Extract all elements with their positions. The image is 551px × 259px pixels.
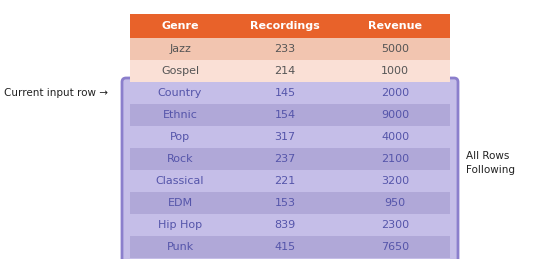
Bar [230,82,340,104]
Text: Following: Following [466,165,515,175]
Text: 237: 237 [274,154,296,164]
Bar [340,126,450,148]
Bar [340,14,450,38]
Text: Gospel: Gospel [161,66,199,76]
Bar [230,14,340,38]
Text: 2300: 2300 [381,220,409,230]
Bar [340,170,450,192]
Text: Rock: Rock [167,154,193,164]
Text: 9000: 9000 [381,110,409,120]
Text: 2100: 2100 [381,154,409,164]
Bar [130,82,230,104]
Bar [130,148,230,170]
Text: 153: 153 [274,198,295,208]
Text: 317: 317 [274,132,295,142]
Text: Hip Hop: Hip Hop [158,220,202,230]
Bar [230,214,340,236]
Bar [340,104,450,126]
Text: Ethnic: Ethnic [163,110,197,120]
Bar [340,60,450,82]
Bar [130,60,230,82]
Text: 7650: 7650 [381,242,409,252]
Text: EDM: EDM [168,198,192,208]
Bar [230,38,340,60]
Text: 214: 214 [274,66,296,76]
Bar [230,60,340,82]
Bar [340,214,450,236]
Text: All Rows: All Rows [466,151,509,161]
Text: 3200: 3200 [381,176,409,186]
Bar [230,104,340,126]
Text: 154: 154 [274,110,295,120]
Text: Jazz: Jazz [169,44,191,54]
Text: Country: Country [158,88,202,98]
Text: 415: 415 [274,242,295,252]
Bar [130,192,230,214]
Text: Classical: Classical [156,176,204,186]
Text: 221: 221 [274,176,296,186]
Bar [230,192,340,214]
Text: Revenue: Revenue [368,21,422,31]
Text: 839: 839 [274,220,296,230]
Text: Recordings: Recordings [250,21,320,31]
Bar [130,236,230,258]
Bar [340,236,450,258]
Text: 145: 145 [274,88,295,98]
Bar [230,236,340,258]
Text: 233: 233 [274,44,295,54]
Bar [130,214,230,236]
Bar [340,38,450,60]
FancyBboxPatch shape [122,78,458,259]
Text: 950: 950 [385,198,406,208]
Bar [340,82,450,104]
Text: Pop: Pop [170,132,190,142]
Text: Punk: Punk [166,242,193,252]
Text: 5000: 5000 [381,44,409,54]
Bar [340,148,450,170]
Bar [130,126,230,148]
Bar [230,170,340,192]
Text: 4000: 4000 [381,132,409,142]
Bar [230,148,340,170]
Bar [230,126,340,148]
Text: 1000: 1000 [381,66,409,76]
Bar [340,192,450,214]
Bar [130,104,230,126]
Bar [130,38,230,60]
Bar [130,14,230,38]
Bar [130,170,230,192]
Text: Current input row →: Current input row → [4,88,108,98]
Text: 2000: 2000 [381,88,409,98]
Text: Genre: Genre [161,21,199,31]
